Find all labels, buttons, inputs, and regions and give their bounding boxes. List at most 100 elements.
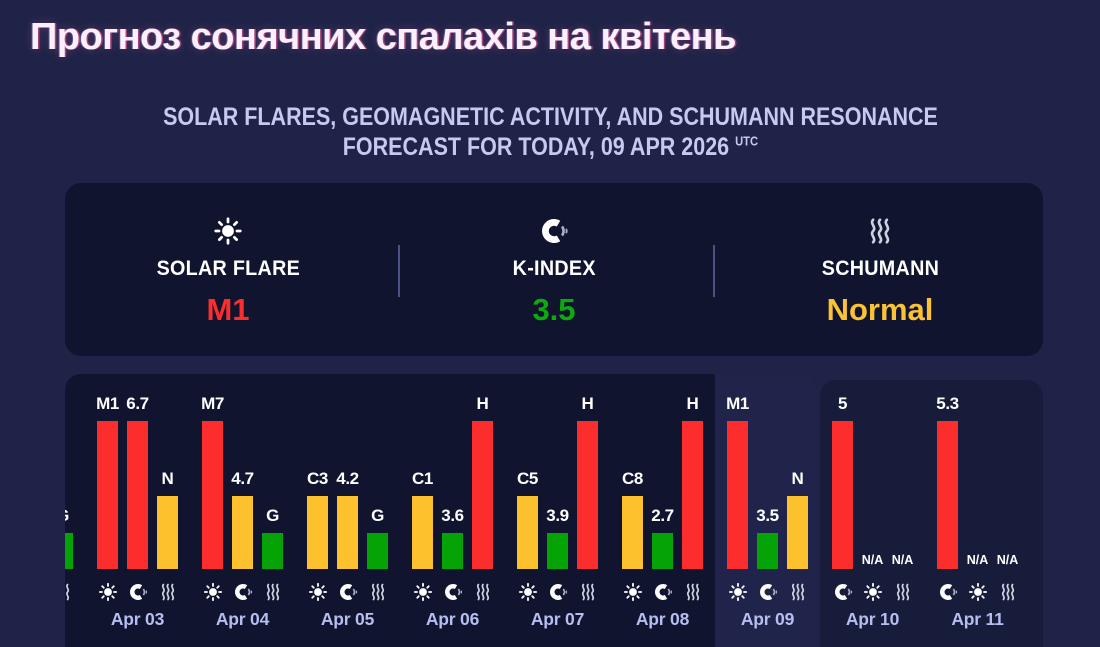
bar-column: C3 <box>307 469 328 569</box>
card-divider <box>398 245 400 297</box>
day-group-apr-03: M1 6.7 N Apr 03 <box>85 374 190 647</box>
day-group-apr-09: M1 3.5 N Apr 09 <box>715 374 817 647</box>
schumann-bar <box>682 421 703 569</box>
bar-value-label: 4.2 <box>336 469 359 488</box>
summary-item-schumann: SCHUMANN Normal <box>717 183 1043 356</box>
schumann-bar <box>157 496 178 569</box>
summary-item-label: SOLAR FLARE <box>156 256 300 280</box>
page-title: Прогноз сонячних спалахів на квітень <box>30 16 736 58</box>
magnet-icon <box>652 582 673 602</box>
day-group-apr-05: C3 4.2 G Apr 05 <box>295 374 400 647</box>
sun-icon <box>967 582 988 602</box>
sun-icon <box>517 582 538 602</box>
solar-flare-bar <box>517 496 538 569</box>
solar-flare-bar <box>307 496 328 569</box>
bar-value-label: G <box>371 506 384 525</box>
summary-item-value: M1 <box>206 291 250 327</box>
bar-value-label: M1 <box>726 394 749 413</box>
bar-column: 3.9 <box>546 506 569 569</box>
magnet-icon <box>127 582 148 602</box>
sun-icon <box>862 582 883 602</box>
summary-item-label: K-INDEX <box>512 256 596 280</box>
k-index-bar <box>937 421 958 569</box>
bar-value-label: 5 <box>837 394 848 413</box>
bar-column: H <box>472 394 493 569</box>
card-divider <box>713 245 715 297</box>
schumann-bar <box>65 533 73 569</box>
bar-value-label: 3.6 <box>441 506 464 525</box>
schumann-bar <box>472 421 493 569</box>
summary-item-solar-flare: SOLAR FLARE M1 <box>65 183 391 356</box>
icons-row <box>727 582 808 602</box>
bar-column: G <box>65 506 73 569</box>
bar-value-label: 2.7 <box>651 506 674 525</box>
bar-column: M1 <box>726 394 749 569</box>
magnet-icon <box>547 582 568 602</box>
bar-column: M7 <box>201 394 224 569</box>
bar-column: H <box>577 394 598 569</box>
subtitle-line2: FORECAST FOR TODAY, 09 APR 2026 <box>342 132 729 161</box>
bar-column: N/A <box>967 553 989 569</box>
icons-row <box>937 582 1018 602</box>
bar-column: 4.7 <box>231 469 254 569</box>
k-index-bar <box>832 421 853 569</box>
magnet-icon <box>337 582 358 602</box>
magnet-icon <box>539 216 569 246</box>
chart-panel-past: G M1 6.7 N Apr 03 M7 4.7 G Apr 04 C3 4.2 G Apr 05… <box>65 374 817 647</box>
day-group-apr-08: C8 2.7 H Apr 08 <box>610 374 715 647</box>
bar-column: C1 <box>412 469 433 569</box>
bar-column: M1 <box>96 394 119 569</box>
bar-value-label: G <box>266 506 279 525</box>
solar-flare-bar <box>202 421 223 569</box>
summary-item-value: Normal <box>826 291 934 327</box>
waves-icon <box>997 582 1018 602</box>
bar-value-label: N/A <box>996 553 1019 567</box>
k-index-bar <box>232 496 253 569</box>
k-index-bar <box>547 533 568 569</box>
waves-icon <box>682 582 703 602</box>
waves-icon <box>892 582 913 602</box>
subtitle-line1: SOLAR FLARES, GEOMAGNETIC ACTIVITY, AND … <box>162 103 938 131</box>
bar-column: 2.7 <box>651 506 674 569</box>
bar-column: 6.7 <box>126 394 149 569</box>
bar-column: N <box>787 469 808 569</box>
waves-icon <box>865 216 895 246</box>
icons-row <box>65 582 73 602</box>
bar-column: 3.5 <box>756 506 779 569</box>
schumann-bar <box>577 421 598 569</box>
sun-icon <box>412 582 433 602</box>
bar-column: G <box>367 506 388 569</box>
day-label: Apr 08 <box>635 609 690 629</box>
icons-row <box>832 582 913 602</box>
bars-row: M1 3.5 N <box>726 394 808 569</box>
day-label: Apr 03 <box>110 609 165 629</box>
k-index-bar <box>652 533 673 569</box>
bar-column: 3.6 <box>441 506 464 569</box>
day-group-apr-07: C5 3.9 H Apr 07 <box>505 374 610 647</box>
bar-column: N/A <box>862 553 884 569</box>
magnet-icon <box>757 582 778 602</box>
solar-flare-bar <box>97 421 118 569</box>
bar-value-label: 3.9 <box>546 506 569 525</box>
day-group-apr-06: C1 3.6 H Apr 06 <box>400 374 505 647</box>
subtitle-utc-superscript: UTC <box>734 133 758 149</box>
bar-value-label: C8 <box>622 469 643 488</box>
bar-value-label: C5 <box>517 469 538 488</box>
bar-column: H <box>682 394 703 569</box>
bar-value-label: G <box>65 506 69 526</box>
waves-icon <box>157 582 178 602</box>
bar-value-label: 4.7 <box>231 469 254 488</box>
k-index-bar <box>442 533 463 569</box>
solar-flare-bar <box>622 496 643 569</box>
day-label: Apr 09 <box>740 609 795 629</box>
k-index-bar <box>337 496 358 569</box>
bar-column: N <box>157 469 178 569</box>
sun-icon <box>202 582 223 602</box>
bar-value-label: H <box>686 394 699 413</box>
bar-column: C5 <box>517 469 538 569</box>
day-group-apr-11: 5.3 N/A N/A Apr 11 <box>925 380 1030 647</box>
bar-value-label: M7 <box>201 394 224 413</box>
waves-icon <box>262 582 283 602</box>
magnet-icon <box>442 582 463 602</box>
waves-icon <box>472 582 493 602</box>
